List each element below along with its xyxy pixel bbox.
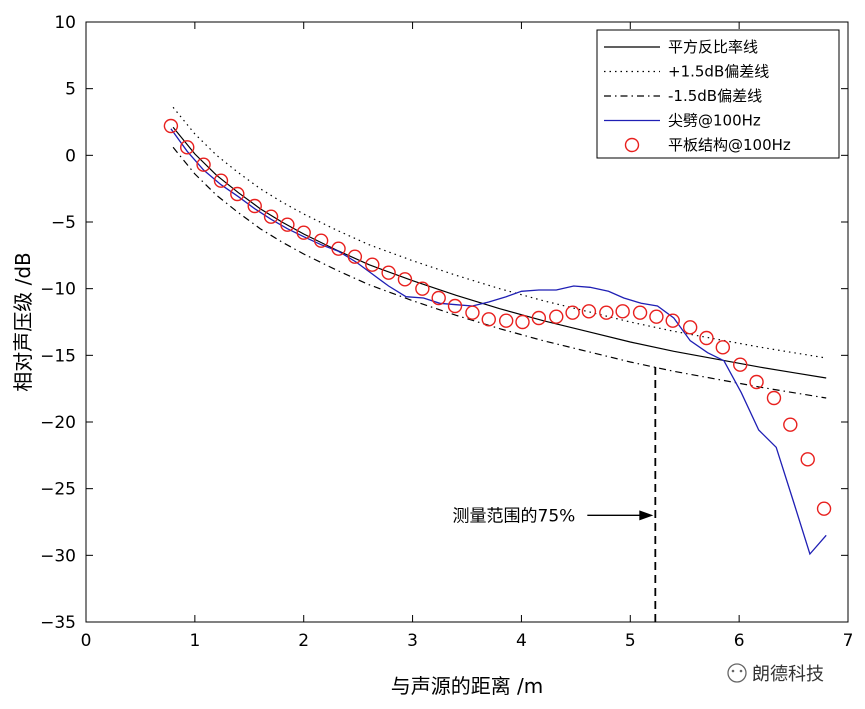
y-axis: 10 5 0 −5 −10 −15 −20 −25 −30 −35 [40,13,848,633]
data-point [347,249,363,264]
data-point [381,265,396,280]
data-point [733,357,748,372]
x-axis-title: 与声源的距离 /m [391,674,544,698]
data-point [196,157,211,172]
data-point [180,140,195,155]
y-tick-label: 5 [65,80,76,100]
series-line [172,146,827,399]
legend-marker [624,137,640,153]
data-point [331,241,346,256]
x-tick-label: 3 [407,631,418,651]
legend-box [596,29,840,159]
data-point [682,320,698,335]
legend-label: -1.5dB偏差线 [668,87,762,105]
data-point [766,390,782,406]
y-tick-label: −10 [40,280,76,300]
data-point [816,501,832,516]
x-axis: 0 1 2 3 4 5 6 7 [81,22,854,651]
x-tick-label: 7 [843,631,854,651]
wechat-icon [727,663,747,683]
x-tick-label: 6 [734,631,745,651]
series-line [170,128,827,556]
data-point [415,281,430,296]
data-point [649,309,664,324]
y-axis-title: 相对声压级 /dB [11,252,35,392]
x-tick-label: 0 [81,631,92,651]
y-tick-label: 0 [65,146,76,166]
data-point [565,305,580,320]
x-tick-label: 2 [298,631,309,651]
data-point [531,310,547,326]
data-point [163,118,179,134]
data-point [581,304,597,319]
y-tick-label: −35 [40,613,76,633]
data-point [615,304,630,319]
y-tick-label: −25 [40,480,76,500]
data-point [632,305,648,320]
data-point [397,272,413,287]
data-point [515,314,530,330]
watermark: 朗德科技 [727,663,824,685]
legend-label: 平板结构@100Hz [668,136,791,154]
watermark-text: 朗德科技 [752,664,824,685]
y-tick-label: −20 [40,413,76,433]
x-tick-label: 4 [516,631,527,651]
data-point [365,257,380,272]
annotation-arrowhead [639,510,654,521]
data-point [599,305,614,320]
data-point [465,305,480,320]
legend-label: +1.5dB偏差线 [668,63,769,81]
data-point [447,298,463,314]
y-tick-label: 10 [54,13,76,33]
y-tick-label: −30 [40,546,76,566]
data-point [665,313,680,328]
data-point [247,198,262,214]
annotation: 测量范围的75% [453,506,654,526]
data-point [431,290,446,306]
series-line [172,126,827,379]
wechat-icon-dot [731,669,735,673]
annotation-label: 测量范围的75% [453,506,576,526]
data-point [715,340,731,355]
data-point [549,309,564,324]
data-point [296,225,311,240]
data-point [783,417,798,432]
legend-label: 尖劈@100Hz [668,112,761,130]
data-point [313,233,329,248]
data-point [800,452,815,467]
x-tick-label: 5 [625,631,636,651]
series-layer [163,106,832,556]
data-point [280,217,295,232]
y-tick-label: −5 [51,213,76,233]
legend-label: 平方反比率线 [668,38,758,56]
wechat-icon-dot [739,669,743,673]
data-point [481,312,496,327]
data-point [213,173,229,188]
x-tick-label: 1 [189,631,200,651]
data-point [498,313,514,328]
data-point [263,209,279,224]
y-tick-label: −15 [40,346,76,366]
data-point [699,330,714,346]
data-point [749,374,764,390]
data-point [230,186,245,202]
